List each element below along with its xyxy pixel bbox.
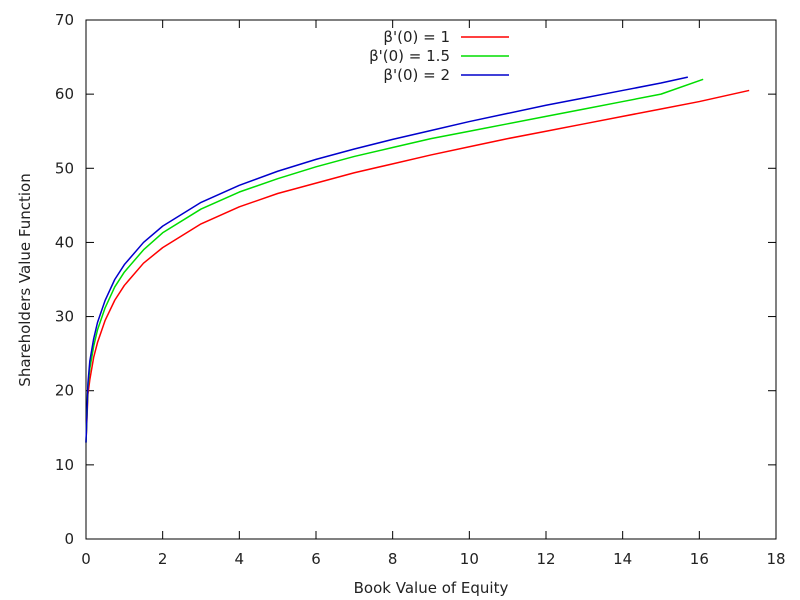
- legend: β'(0) = 1β'(0) = 1.5β'(0) = 2: [369, 28, 509, 84]
- x-axis-title: Book Value of Equity: [354, 579, 509, 597]
- y-axis-title: Shareholders Value Function: [16, 173, 34, 386]
- legend-label-2: β'(0) = 1.5: [369, 47, 450, 65]
- x-tick-label: 8: [388, 550, 398, 568]
- y-tick-label: 50: [55, 159, 74, 177]
- x-tick-label: 12: [536, 550, 555, 568]
- plot-frame: [85, 19, 777, 540]
- x-tick-label: 0: [81, 550, 91, 568]
- series-line-1: [85, 89, 750, 443]
- legend-label-3: β'(0) = 2: [383, 66, 450, 84]
- x-tick-label: 2: [158, 550, 168, 568]
- y-tick-label: 70: [55, 11, 74, 29]
- y-tick-label: 60: [55, 85, 74, 103]
- x-tick-label: 10: [460, 550, 479, 568]
- x-tick-label: 6: [311, 550, 321, 568]
- legend-label-1: β'(0) = 1: [383, 28, 450, 46]
- x-tick-label: 18: [766, 550, 785, 568]
- y-tick-label: 10: [55, 456, 74, 474]
- series-lines: [85, 76, 750, 443]
- y-tick-label: 40: [55, 233, 74, 251]
- y-tick-label: 30: [55, 308, 74, 326]
- axis-ticks: 0 2 4 6 8 10 12 14 16 18 0 10 20 30 40 50 60 70: [55, 11, 786, 568]
- x-tick-label: 4: [235, 550, 245, 568]
- y-tick-label: 0: [64, 530, 74, 548]
- x-tick-label: 16: [690, 550, 709, 568]
- y-tick-label: 20: [55, 382, 74, 400]
- series-line-3: [85, 76, 688, 443]
- x-tick-label: 14: [613, 550, 632, 568]
- series-line-2: [85, 78, 704, 443]
